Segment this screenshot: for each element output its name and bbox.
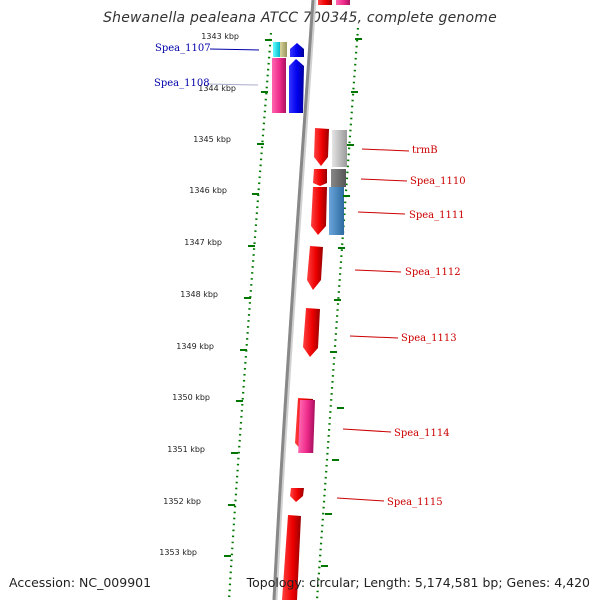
- kbp-tick-labels: 1343 kbp 1344 kbp 1345 kbp 1346 kbp 1347 kbp…: [159, 32, 239, 557]
- kbp-label: 1344 kbp: [198, 84, 236, 93]
- gene-features: [272, 0, 350, 600]
- gene-spea-1112[interactable]: [307, 246, 323, 290]
- topology-text: Topology: circular; Length: 5,174,581 bp…: [246, 575, 590, 590]
- leader-spea-1107: [209, 48, 260, 51]
- leader-spea-1111: [357, 211, 406, 215]
- kbp-label: 1352 kbp: [163, 497, 201, 506]
- kbp-label: 1346 kbp: [189, 186, 227, 195]
- gene-red-partial-top[interactable]: [318, 0, 332, 5]
- gene-red-bottom[interactable]: [282, 515, 301, 600]
- map-title: Shewanella pealeana ATCC 700345, complet…: [103, 10, 497, 26]
- left-dotted-track: [227, 32, 273, 600]
- kbp-label: 1343 kbp: [201, 32, 239, 41]
- gene-magenta-partial-top[interactable]: [336, 0, 350, 5]
- leader-spea-1108: [206, 83, 259, 86]
- gene-label-spea-1107[interactable]: Spea_1107: [155, 43, 211, 54]
- kbp-label: 1349 kbp: [176, 342, 214, 351]
- kbp-label: 1351 kbp: [167, 445, 205, 454]
- gene-spea-1107-arrow[interactable]: [290, 43, 304, 57]
- outer-tick-tracks: [227, 27, 360, 600]
- kbp-label: 1347 kbp: [184, 238, 222, 247]
- gene-label-spea-1115[interactable]: Spea_1115: [387, 497, 443, 508]
- kbp-label: 1348 kbp: [180, 290, 218, 299]
- leader-spea-1114: [342, 428, 392, 433]
- leader-spea-1113: [349, 335, 399, 339]
- gene-spea-1110-dark[interactable]: [331, 169, 346, 187]
- accession-text: Accession: NC_009901: [9, 575, 152, 590]
- gene-labels: Spea_1107 Spea_1108 trmB Spea_1110 Spea_1111…: [154, 43, 466, 508]
- kbp-label: 1353 kbp: [159, 548, 197, 557]
- right-dotted-track: [315, 27, 360, 600]
- gene-leader-lines: [206, 48, 410, 502]
- leader-spea-1112: [354, 269, 402, 273]
- kbp-tick-marks: [224, 38, 362, 567]
- backbone-line: [272, 0, 315, 600]
- leader-spea-1115: [336, 497, 385, 502]
- backbone: [272, 0, 317, 600]
- gene-spea-1110[interactable]: [313, 169, 327, 186]
- gene-label-spea-1110[interactable]: Spea_1110: [410, 176, 466, 187]
- gene-spea-1114-magenta[interactable]: [298, 400, 316, 453]
- gene-khaki-block[interactable]: [280, 42, 287, 57]
- gene-magenta-block[interactable]: [272, 58, 286, 113]
- gene-spea-1108-arrow[interactable]: [289, 59, 304, 113]
- gene-label-trmb[interactable]: trmB: [412, 145, 438, 156]
- gene-trmb[interactable]: [314, 128, 329, 166]
- leader-trmb: [361, 148, 410, 152]
- gene-cyan-block[interactable]: [273, 42, 280, 57]
- gene-label-spea-1111[interactable]: Spea_1111: [409, 210, 465, 221]
- gene-spea-1111-steel[interactable]: [329, 187, 344, 235]
- kbp-label: 1345 kbp: [193, 135, 231, 144]
- gene-label-spea-1112[interactable]: Spea_1112: [405, 267, 461, 278]
- gene-label-spea-1113[interactable]: Spea_1113: [401, 333, 457, 344]
- gene-trmb-grey[interactable]: [332, 130, 347, 167]
- gene-label-spea-1114[interactable]: Spea_1114: [394, 428, 450, 439]
- leader-spea-1110: [360, 178, 408, 182]
- gene-spea-1115[interactable]: [290, 488, 304, 502]
- gene-label-spea-1108[interactable]: Spea_1108: [154, 78, 210, 89]
- gene-spea-1111[interactable]: [311, 187, 327, 235]
- kbp-label: 1350 kbp: [172, 393, 210, 402]
- gene-spea-1113[interactable]: [303, 308, 320, 357]
